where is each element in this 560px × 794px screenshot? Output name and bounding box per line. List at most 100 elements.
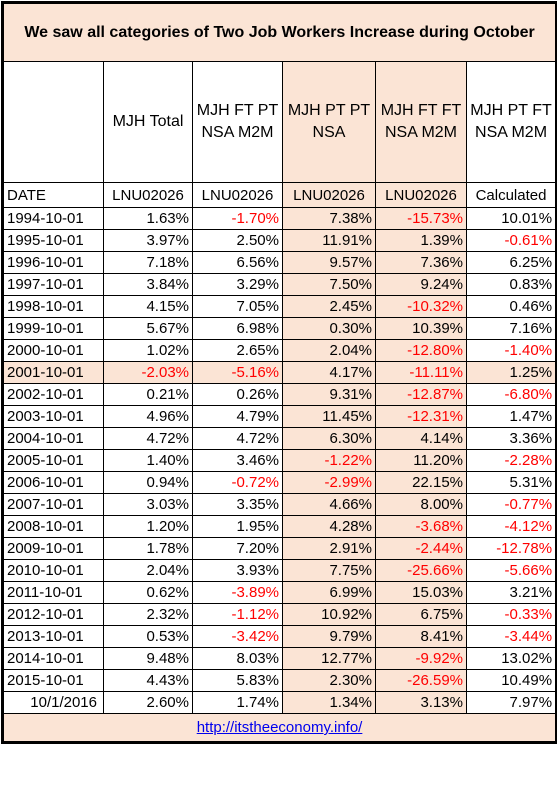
table-row: 2007-10-01 3.03% 3.35% 4.66% 8.00% -0.77% — [3, 493, 557, 516]
value-cell: 4.79% — [192, 405, 283, 428]
value-cell: 4.72% — [103, 427, 193, 450]
value-cell: 10.39% — [375, 317, 467, 340]
value-cell: 5.31% — [465, 471, 557, 494]
date-cell: 2007-10-01 — [3, 493, 104, 516]
value-cell: 7.38% — [282, 207, 376, 230]
value-cell: 3.46% — [192, 449, 283, 472]
date-cell: 2011-10-01 — [3, 581, 104, 604]
value-cell: 2.50% — [192, 229, 283, 252]
source-link[interactable]: http://itstheeconomy.info/ — [196, 719, 363, 736]
value-cell: 1.39% — [375, 229, 467, 252]
value-cell: 10.01% — [465, 207, 557, 230]
value-cell: 2.32% — [103, 603, 193, 626]
value-cell: 1.34% — [282, 691, 376, 714]
value-cell: 5.67% — [103, 317, 193, 340]
column-header: MJH FT FT NSA M2M — [375, 61, 467, 183]
value-cell: 2.91% — [282, 537, 376, 560]
table-row: 2004-10-01 4.72% 4.72% 6.30% 4.14% 3.36% — [3, 427, 557, 450]
value-cell: 2.30% — [282, 669, 376, 692]
table-row: 2003-10-01 4.96% 4.79% 11.45% -12.31% 1.47% — [3, 405, 557, 428]
value-cell: 1.78% — [103, 537, 193, 560]
value-cell: 4.28% — [282, 515, 376, 538]
column-header: MJH PT FT NSA M2M — [465, 61, 557, 183]
value-cell: -2.03% — [103, 361, 193, 384]
series-code: LNU02026 — [375, 182, 467, 208]
table-row: 2001-10-01 -2.03% -5.16% 4.17% -11.11% 1.25% — [3, 361, 557, 384]
value-cell: 3.93% — [192, 559, 283, 582]
value-cell: 7.75% — [282, 559, 376, 582]
value-cell: 11.20% — [375, 449, 467, 472]
value-cell: 0.21% — [103, 383, 193, 406]
value-cell: 6.56% — [192, 251, 283, 274]
date-cell: 2002-10-01 — [3, 383, 104, 406]
series-code: Calculated — [465, 182, 557, 208]
value-cell: 7.97% — [465, 691, 557, 714]
value-cell: 4.15% — [103, 295, 193, 318]
value-cell: -26.59% — [375, 669, 467, 692]
table-row: 1999-10-01 5.67% 6.98% 0.30% 10.39% 7.16% — [3, 317, 557, 340]
value-cell: 0.53% — [103, 625, 193, 648]
value-cell: 4.14% — [375, 427, 467, 450]
value-cell: -0.77% — [465, 493, 557, 516]
value-cell: -0.61% — [465, 229, 557, 252]
date-cell: 2014-10-01 — [3, 647, 104, 670]
value-cell: -9.92% — [375, 647, 467, 670]
value-cell: -1.40% — [465, 339, 557, 362]
date-cell: 2004-10-01 — [3, 427, 104, 450]
date-cell: 2000-10-01 — [3, 339, 104, 362]
table-row: 2015-10-01 4.43% 5.83% 2.30% -26.59% 10.49% — [3, 669, 557, 692]
value-cell: -1.70% — [192, 207, 283, 230]
date-cell: 1997-10-01 — [3, 273, 104, 296]
header-row: MJH Total MJH FT PT NSA M2M MJH PT PT NSA M… — [3, 61, 557, 183]
column-header: MJH PT PT NSA — [282, 61, 376, 183]
date-cell: 2003-10-01 — [3, 405, 104, 428]
series-code: LNU02026 — [282, 182, 376, 208]
value-cell: 3.29% — [192, 273, 283, 296]
spreadsheet-table: We saw all categories of Two Job Workers… — [1, 1, 557, 744]
value-cell: -3.44% — [465, 625, 557, 648]
date-cell: 2015-10-01 — [3, 669, 104, 692]
value-cell: 7.20% — [192, 537, 283, 560]
value-cell: -25.66% — [375, 559, 467, 582]
value-cell: 6.75% — [375, 603, 467, 626]
value-cell: 4.43% — [103, 669, 193, 692]
table-row: 1995-10-01 3.97% 2.50% 11.91% 1.39% -0.61% — [3, 229, 557, 252]
table-row: 1998-10-01 4.15% 7.05% 2.45% -10.32% 0.46% — [3, 295, 557, 318]
value-cell: -1.12% — [192, 603, 283, 626]
date-cell: 1998-10-01 — [3, 295, 104, 318]
value-cell: -12.87% — [375, 383, 467, 406]
date-cell: 1994-10-01 — [3, 207, 104, 230]
value-cell: 9.79% — [282, 625, 376, 648]
value-cell: -2.99% — [282, 471, 376, 494]
value-cell: 15.03% — [375, 581, 467, 604]
value-cell: 1.20% — [103, 515, 193, 538]
value-cell: 8.03% — [192, 647, 283, 670]
value-cell: 9.57% — [282, 251, 376, 274]
series-code: LNU02026 — [192, 182, 283, 208]
value-cell: 2.04% — [103, 559, 193, 582]
value-cell: -12.80% — [375, 339, 467, 362]
value-cell: 3.97% — [103, 229, 193, 252]
value-cell: 1.47% — [465, 405, 557, 428]
value-cell: -4.12% — [465, 515, 557, 538]
value-cell: -5.66% — [465, 559, 557, 582]
value-cell: 0.62% — [103, 581, 193, 604]
value-cell: 2.60% — [103, 691, 193, 714]
value-cell: 1.63% — [103, 207, 193, 230]
value-cell: 11.91% — [282, 229, 376, 252]
table-row: 2005-10-01 1.40% 3.46% -1.22% 11.20% -2.28% — [3, 449, 557, 472]
table-row: 2000-10-01 1.02% 2.65% 2.04% -12.80% -1.40% — [3, 339, 557, 362]
value-cell: 10.49% — [465, 669, 557, 692]
date-cell: 2010-10-01 — [3, 559, 104, 582]
value-cell: 9.48% — [103, 647, 193, 670]
value-cell: -0.33% — [465, 603, 557, 626]
table-row: 1994-10-01 1.63% -1.70% 7.38% -15.73% 10.01% — [3, 207, 557, 230]
value-cell: 2.65% — [192, 339, 283, 362]
column-header: MJH FT PT NSA M2M — [192, 61, 283, 183]
value-cell: 3.13% — [375, 691, 467, 714]
value-cell: 1.02% — [103, 339, 193, 362]
date-cell: 2005-10-01 — [3, 449, 104, 472]
value-cell: 1.95% — [192, 515, 283, 538]
data-table: We saw all categories of Two Job Workers… — [2, 3, 557, 742]
value-cell: 0.83% — [465, 273, 557, 296]
